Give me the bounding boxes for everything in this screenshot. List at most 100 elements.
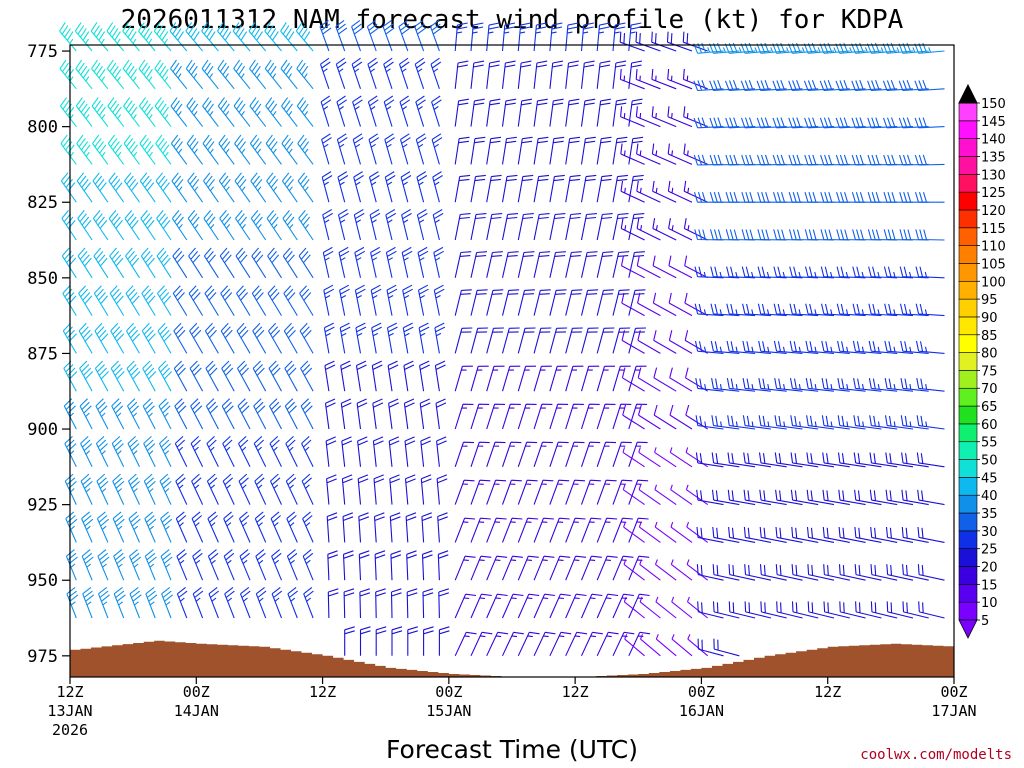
wind-barb (837, 340, 866, 354)
x-tick-label: 2026 (52, 721, 88, 739)
colorbar-tick-label: 10 (981, 596, 998, 611)
wind-barb (367, 57, 379, 89)
wind-barb (788, 229, 819, 241)
wind-barb (773, 303, 803, 317)
wind-barb (186, 97, 204, 127)
colorbar-tick-label: 95 (981, 293, 998, 308)
colorbar-tick-label: 20 (981, 561, 998, 576)
wind-barb (853, 378, 882, 392)
wind-barb (622, 447, 645, 468)
wind-barb (254, 511, 267, 543)
wind-barb (596, 517, 618, 543)
wind-barb (835, 80, 866, 92)
wind-barb (868, 378, 898, 392)
wind-barb (284, 398, 298, 430)
wind-barb (533, 555, 555, 581)
wind-barb (107, 134, 125, 165)
wind-barb (501, 479, 522, 505)
wind-barb (421, 550, 433, 581)
wind-barb (109, 247, 125, 279)
wind-barb (693, 154, 724, 166)
wind-barb (202, 134, 219, 165)
wind-barb (917, 564, 945, 581)
wind-barb (486, 22, 500, 52)
wind-barb (517, 327, 536, 354)
wind-barb (139, 134, 156, 165)
wind-barb (902, 601, 929, 619)
y-tick-label: 925 (27, 496, 58, 516)
wind-barb (155, 172, 172, 203)
wind-barb (65, 549, 78, 581)
wind-barb (709, 229, 740, 241)
wind-barb (95, 435, 109, 468)
wind-barb (319, 57, 331, 89)
wind-barb (486, 98, 501, 127)
wind-barb (580, 136, 596, 165)
colorbar-tick-label: 145 (981, 115, 1006, 130)
wind-barb (454, 441, 475, 467)
wind-barb (125, 285, 140, 316)
wind-barb (319, 19, 332, 52)
wind-barb (470, 593, 492, 619)
wind-barb (637, 292, 661, 317)
wind-barb (517, 593, 540, 619)
wind-barb (77, 210, 93, 241)
wind-barb (417, 246, 429, 278)
wind-barb (249, 97, 267, 127)
wind-barb (501, 60, 516, 89)
wind-barb (565, 251, 582, 278)
wind-barb (852, 229, 882, 241)
wind-barb (112, 511, 125, 543)
wind-barb (59, 22, 77, 52)
wind-barb (420, 474, 432, 505)
wind-barb (301, 435, 314, 468)
wind-barb (236, 285, 251, 316)
wind-barb (709, 42, 740, 54)
wind-barb (418, 322, 430, 354)
wind-barb (727, 415, 756, 430)
wind-barb (254, 473, 267, 505)
wind-barb (60, 97, 77, 127)
wind-barb (110, 322, 125, 354)
wind-barb (97, 586, 110, 619)
wind-barb (470, 60, 485, 89)
wind-barb (684, 292, 708, 317)
wind-barb (143, 473, 156, 505)
wind-barb (406, 588, 418, 619)
wind-barb (284, 360, 298, 392)
colorbar-tick-label: 150 (981, 97, 1006, 112)
wind-barb (501, 517, 523, 543)
wind-barb (596, 631, 619, 657)
wind-barb (171, 210, 188, 241)
wind-barb (97, 549, 110, 581)
wind-barb (204, 285, 219, 316)
wind-barb (823, 564, 850, 581)
wind-barb (113, 549, 126, 581)
wind-barb (297, 172, 314, 203)
wind-barb (201, 59, 219, 90)
wind-barb (756, 42, 787, 54)
wind-barb (898, 154, 929, 166)
wind-barb (803, 80, 835, 92)
wind-barb (326, 474, 337, 505)
wind-barb (454, 365, 473, 392)
wind-barb (265, 97, 282, 127)
wind-barb (773, 229, 803, 241)
wind-barb (917, 489, 945, 506)
colorbar-tick-label: 90 (981, 311, 998, 326)
wind-barb (628, 213, 645, 241)
colorbar-segment (958, 405, 978, 425)
wind-barb (533, 517, 554, 543)
wind-barb (436, 474, 448, 505)
wind-barb (391, 626, 403, 656)
wind-barb (351, 57, 363, 89)
wind-barb (160, 549, 173, 581)
wind-barb (869, 415, 898, 430)
wind-barb (898, 80, 929, 92)
wind-barb (725, 154, 756, 166)
wind-barb (398, 19, 411, 52)
wind-barb (684, 367, 708, 392)
wind-barb (501, 213, 519, 241)
wind-barb (335, 19, 348, 52)
wind-barb (486, 517, 507, 543)
